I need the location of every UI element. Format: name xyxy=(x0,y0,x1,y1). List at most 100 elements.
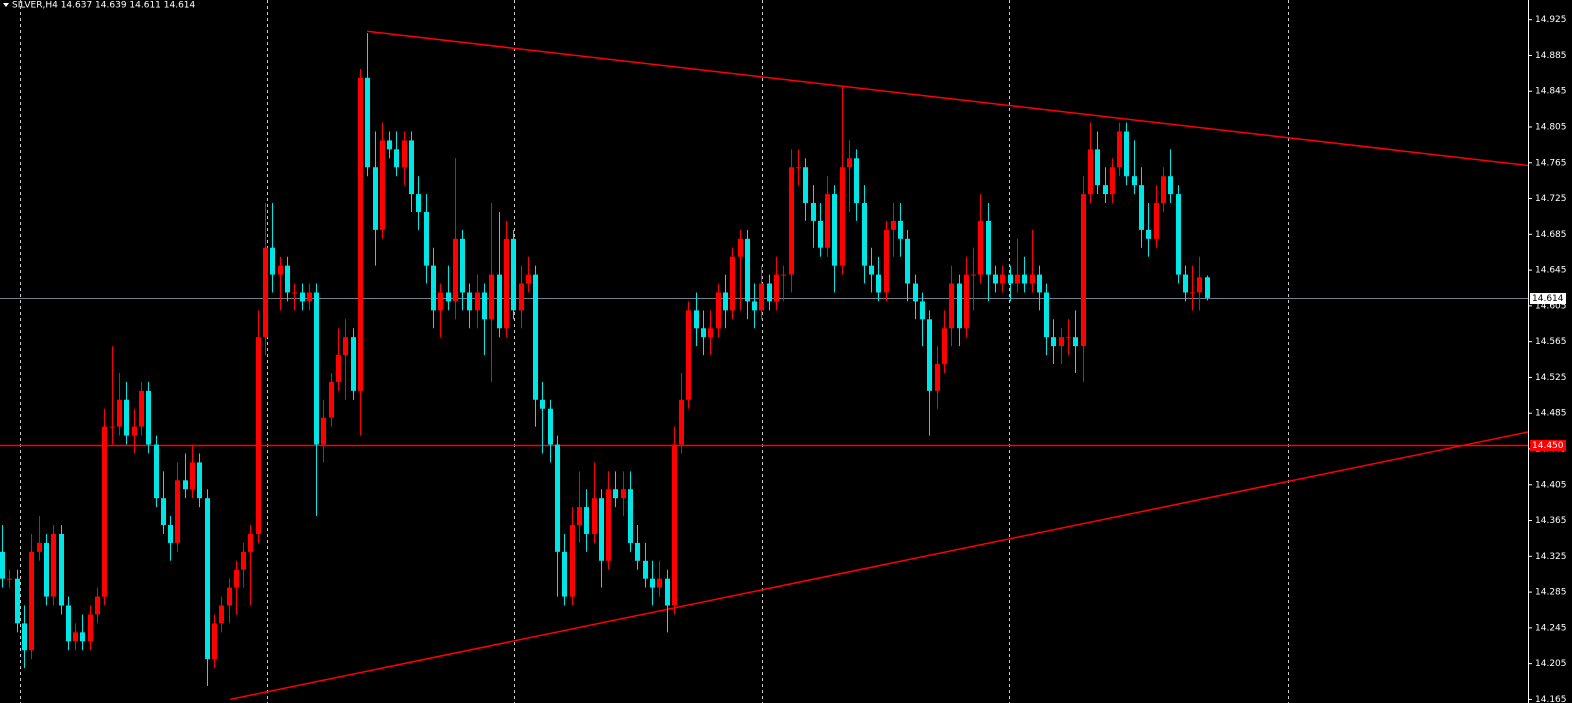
candle-body xyxy=(745,238,750,302)
candle-body xyxy=(920,301,925,320)
candle-body xyxy=(1176,194,1181,275)
y-tick-label: 14.165 xyxy=(1535,695,1567,703)
candle-body xyxy=(599,498,604,561)
candle-body xyxy=(1030,274,1035,284)
candle-body xyxy=(1044,292,1049,338)
price-label-box xyxy=(1530,293,1566,304)
candle-body xyxy=(380,140,385,230)
candle-body xyxy=(1015,274,1020,284)
candle-body xyxy=(818,220,823,248)
candle-body xyxy=(891,220,896,230)
candle-body xyxy=(862,203,867,266)
candle-body xyxy=(37,542,42,552)
candle-body xyxy=(205,498,210,660)
candle-body xyxy=(665,578,670,606)
candle-body xyxy=(0,551,5,579)
candle-body xyxy=(154,444,159,499)
candle-body xyxy=(292,292,297,294)
candle-body xyxy=(898,220,903,239)
candle-body xyxy=(431,265,436,311)
candle-body xyxy=(1124,131,1129,177)
candle-body xyxy=(1154,203,1159,239)
candle-body xyxy=(913,283,918,302)
y-tick-label: 14.725 xyxy=(1535,194,1567,204)
candle-body xyxy=(1066,337,1071,339)
candle-body xyxy=(256,337,261,534)
candle-body xyxy=(234,569,239,588)
candle-body xyxy=(548,408,553,445)
candle-body xyxy=(1161,176,1166,204)
y-tick-label: 14.245 xyxy=(1535,623,1567,633)
candle-body xyxy=(832,194,837,266)
candle-body xyxy=(168,525,173,543)
y-tick-label: 14.685 xyxy=(1535,230,1567,240)
candle-body xyxy=(526,274,531,284)
candle-body xyxy=(949,283,954,329)
candle-body xyxy=(504,238,509,329)
price-label: 14.614 xyxy=(1532,294,1564,304)
candle-body xyxy=(986,220,991,275)
candle-body xyxy=(927,319,932,391)
candle-body xyxy=(102,426,107,597)
candle-body xyxy=(59,533,64,606)
candle-body xyxy=(44,542,49,597)
candle-body xyxy=(1197,277,1202,293)
candle-body xyxy=(343,337,348,356)
y-tick-label: 14.845 xyxy=(1535,87,1567,97)
candle-body xyxy=(803,167,808,204)
candle-body xyxy=(1095,149,1100,186)
y-tick-label: 14.365 xyxy=(1535,516,1567,526)
candle-body xyxy=(789,167,794,275)
candle-body xyxy=(716,292,721,329)
candle-body xyxy=(15,578,20,624)
candle-body xyxy=(621,489,626,499)
y-tick-label: 14.605 xyxy=(1535,301,1567,311)
candle-body xyxy=(321,417,326,445)
candle-body xyxy=(110,426,115,428)
y-tick-label: 14.805 xyxy=(1535,123,1567,133)
candle-body xyxy=(738,238,743,257)
candle-body xyxy=(190,462,195,490)
candle-body xyxy=(300,292,305,302)
candle-body xyxy=(212,623,217,660)
candle-body xyxy=(811,203,816,221)
candle-body xyxy=(643,560,648,579)
candle-body xyxy=(175,480,180,543)
candle-body xyxy=(424,211,429,266)
candle-body xyxy=(774,274,779,302)
y-tick-label: 14.285 xyxy=(1535,588,1567,598)
y-tick-label: 14.405 xyxy=(1535,480,1567,490)
candle-body xyxy=(248,533,253,552)
candle-body xyxy=(964,274,969,329)
candle-body xyxy=(759,283,764,311)
candle-body xyxy=(584,507,589,534)
candle-body xyxy=(978,220,983,275)
candle-body xyxy=(29,551,34,651)
candle-body xyxy=(825,194,830,248)
candle-body xyxy=(1190,292,1195,294)
candle-body xyxy=(942,328,947,365)
candle-body xyxy=(752,301,757,311)
candle-body xyxy=(694,310,699,329)
candle-body xyxy=(227,587,232,606)
candle-body xyxy=(132,426,137,436)
candle-body xyxy=(336,355,341,382)
candle-body xyxy=(840,167,845,266)
candle-body xyxy=(1000,274,1005,284)
candle-body xyxy=(1022,274,1027,284)
candle-body xyxy=(139,390,144,427)
candle-body xyxy=(511,238,516,311)
candle-body xyxy=(686,310,691,400)
candle-body xyxy=(1168,176,1173,195)
trendline xyxy=(229,431,1529,701)
candle-body xyxy=(314,292,319,445)
y-tick-label: 14.565 xyxy=(1535,337,1567,347)
y-tick-label: 14.645 xyxy=(1535,266,1567,276)
candle-body xyxy=(1146,229,1151,239)
candle-body xyxy=(577,507,582,526)
candle-body xyxy=(781,274,786,276)
candle-body xyxy=(540,399,545,409)
